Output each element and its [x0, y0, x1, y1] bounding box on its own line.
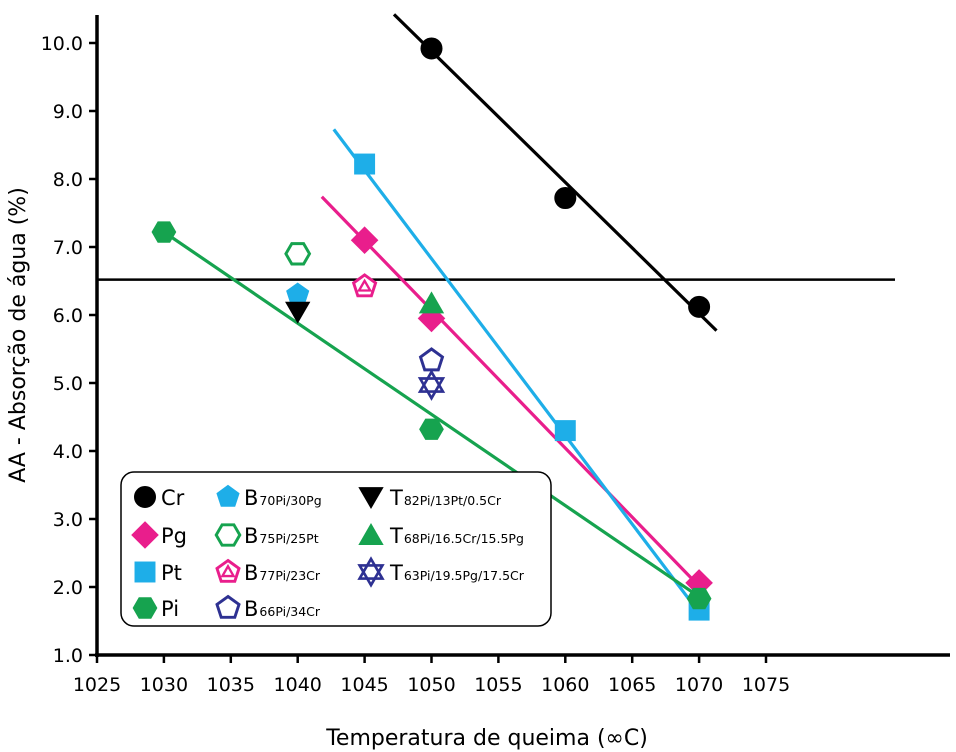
legend-marker-pt	[134, 561, 156, 583]
legend-marker-b77pi-23cr	[215, 558, 241, 583]
legend-label: Cr	[161, 486, 185, 510]
x-axis-title: Temperatura de queima (∞C)	[325, 726, 648, 751]
legend-label: B70Pi/30Pg	[244, 486, 322, 510]
x-tick-label: 1040	[274, 674, 322, 696]
legend-label: B77Pi/23Cr	[244, 561, 321, 585]
legend-marker-t63pi-19-5pg-17-5cr	[357, 556, 385, 588]
data-point-t82pi-13pt-0-5cr	[285, 301, 311, 324]
legend-box	[120, 471, 552, 627]
legend-label: Pi	[161, 597, 179, 621]
legend-label: Pt	[161, 561, 182, 585]
x-tick-label: 1070	[675, 674, 723, 696]
data-point-pi	[151, 221, 177, 243]
legend-label: Pg	[161, 524, 187, 548]
x-tick-label: 1055	[474, 674, 522, 696]
x-tick-label: 1035	[207, 674, 255, 696]
y-axis-title: AA - Absorção de água (%)	[6, 187, 31, 483]
y-tick-label: 4.0	[53, 441, 83, 463]
x-tick-label: 1045	[340, 674, 388, 696]
x-tick-label: 1025	[73, 674, 121, 696]
data-point-b77pi-23cr	[351, 273, 378, 298]
y-tick-label: 9.0	[53, 101, 83, 123]
legend-marker-b70pi-30pg	[216, 484, 240, 507]
legend-label: T82Pi/13Pt/0.5Cr	[389, 486, 502, 510]
fit-line-cr	[392, 13, 718, 332]
y-tick-label: 1.0	[53, 645, 83, 667]
y-tick-label: 10.0	[41, 33, 83, 55]
data-point-pt	[354, 153, 376, 175]
legend-marker-t82pi-13pt-0-5cr	[358, 487, 384, 509]
x-ticks: 1025 1030 1035 1040 1045 1050 1055 1060 1065 1070…	[73, 655, 790, 696]
x-tick-label: 1030	[140, 674, 188, 696]
y-tick-label: 6.0	[53, 305, 83, 327]
data-point-t68pi-16-5cr-15-5pg	[418, 291, 445, 314]
fit-line-pg	[320, 195, 706, 593]
y-tick-label: 8.0	[53, 169, 83, 191]
y-ticks: 1.0 2.0 3.0 4.0 5.0 6.0 7.0 8.0 9.0 10.0	[41, 33, 97, 667]
legend-label: T68Pi/16.5Cr/15.5Pg	[389, 524, 524, 548]
legend: Cr Pg Pt Pi B70Pi/30Pg B75Pi/25Pt B77Pi/23Cr B6…	[120, 471, 552, 627]
fit-line-pi	[162, 230, 703, 600]
legend-marker-t68pi-16-5cr-15-5pg	[358, 522, 384, 545]
data-point-pg	[350, 226, 379, 255]
data-points	[151, 37, 713, 621]
data-point-pi	[419, 418, 444, 440]
fit-lines-layer	[162, 13, 718, 618]
data-point-b75pi-25pt	[284, 242, 312, 266]
legend-label: B66Pi/34Cr	[244, 597, 321, 621]
data-point-b70pi-30pg	[286, 282, 310, 305]
legend-marker-cr	[134, 486, 156, 508]
x-tick-label: 1050	[407, 674, 455, 696]
x-tick-label: 1065	[608, 674, 656, 696]
y-tick-label: 5.0	[53, 373, 83, 395]
legend-marker-pg	[131, 521, 159, 549]
data-point-cr	[688, 295, 711, 318]
legend-marker-b66pi-34cr	[215, 594, 241, 619]
data-point-cr	[554, 187, 577, 210]
data-point-pt	[554, 420, 576, 442]
legend-label: B75Pi/25Pt	[244, 524, 319, 548]
fit-line-pt	[332, 128, 704, 618]
y-tick-label: 3.0	[53, 509, 83, 531]
y-tick-label: 7.0	[53, 237, 83, 259]
x-tick-label: 1060	[541, 674, 589, 696]
legend-marker-pi	[132, 597, 158, 619]
axes	[95, 15, 950, 657]
x-tick-label: 1075	[742, 674, 790, 696]
legend-label: T63Pi/19.5Pg/17.5Cr	[389, 561, 525, 585]
data-point-pi	[686, 587, 712, 610]
data-point-t63pi-19-5pg-17-5cr	[417, 369, 446, 401]
data-point-cr	[420, 37, 443, 60]
y-tick-label: 2.0	[53, 577, 83, 599]
legend-marker-b75pi-25pt	[214, 523, 242, 547]
data-point-b66pi-34cr	[418, 347, 445, 372]
